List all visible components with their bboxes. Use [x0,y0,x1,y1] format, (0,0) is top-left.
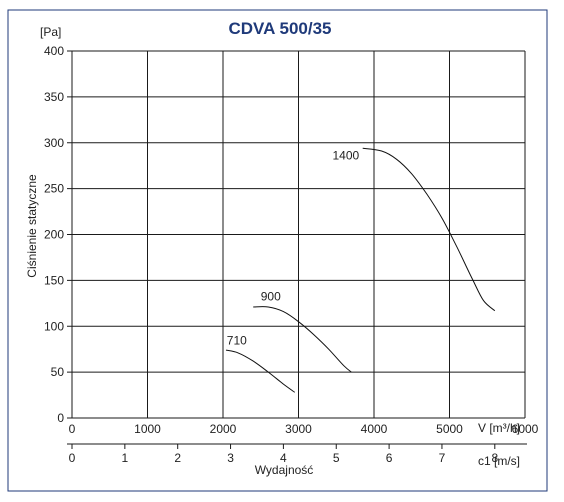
x-tick-label-1: 1000 [134,422,161,436]
outer-border [7,9,548,492]
y-tick-label-7: 350 [44,90,64,104]
y-tick-label-0: 0 [57,411,64,425]
curve-900 [253,306,352,373]
chart-title: CDVA 500/35 [229,19,332,38]
x-axis-label: Wydajność [255,463,314,477]
velocity-tick-label-1: 1 [122,451,129,465]
curve-710 [225,349,295,393]
grid-lines [67,50,526,419]
velocity-tick-label-7: 7 [439,451,446,465]
velocity-tick-label-6: 6 [386,451,393,465]
velocity-tick-label-8: 8 [491,451,498,465]
y-unit-label: [Pa] [40,25,61,39]
curve-1400 [362,147,496,312]
x-tick-label-2: 2000 [210,422,237,436]
y-tick-label-5: 250 [44,182,64,196]
velocity-tick-label-0: 0 [69,451,76,465]
curve-label-1400: 1400 [332,148,359,162]
fan-curves: 710 900 1400 [225,147,496,393]
y-tick-label-8: 400 [44,44,64,58]
y-tick-label-2: 100 [44,319,64,333]
x-tick-label-0: 0 [69,422,76,436]
curve-label-710: 710 [227,334,247,348]
y-tick-label-3: 150 [44,273,64,287]
velocity-tick-labels: 0 1 2 3 4 5 6 7 8 [69,444,498,465]
y-axis-label: Ciśnienie statyczne [25,174,39,278]
x-tick-label-3: 3000 [285,422,312,436]
y-tick-label-1: 50 [51,365,65,379]
velocity-tick-label-5: 5 [333,451,340,465]
curve-label-900: 900 [261,290,281,304]
velocity-tick-label-3: 3 [227,451,234,465]
velocity-tick-label-4: 4 [280,451,287,465]
x-tick-label-4: 4000 [361,422,388,436]
x-tick-labels: 0 1000 2000 3000 4000 5000 6000 [69,422,539,436]
velocity-unit-label: c1 [m/s] [478,454,520,468]
x-tick-label-5: 5000 [436,422,463,436]
x-unit-label: V [m³/h] [478,421,520,435]
y-tick-label-6: 300 [44,136,64,150]
velocity-tick-label-2: 2 [174,451,181,465]
y-tick-label-4: 200 [44,228,64,242]
y-tick-labels: 0 50 100 150 200 250 300 350 400 [44,44,64,425]
x-tick-label-6: 6000 [512,422,539,436]
